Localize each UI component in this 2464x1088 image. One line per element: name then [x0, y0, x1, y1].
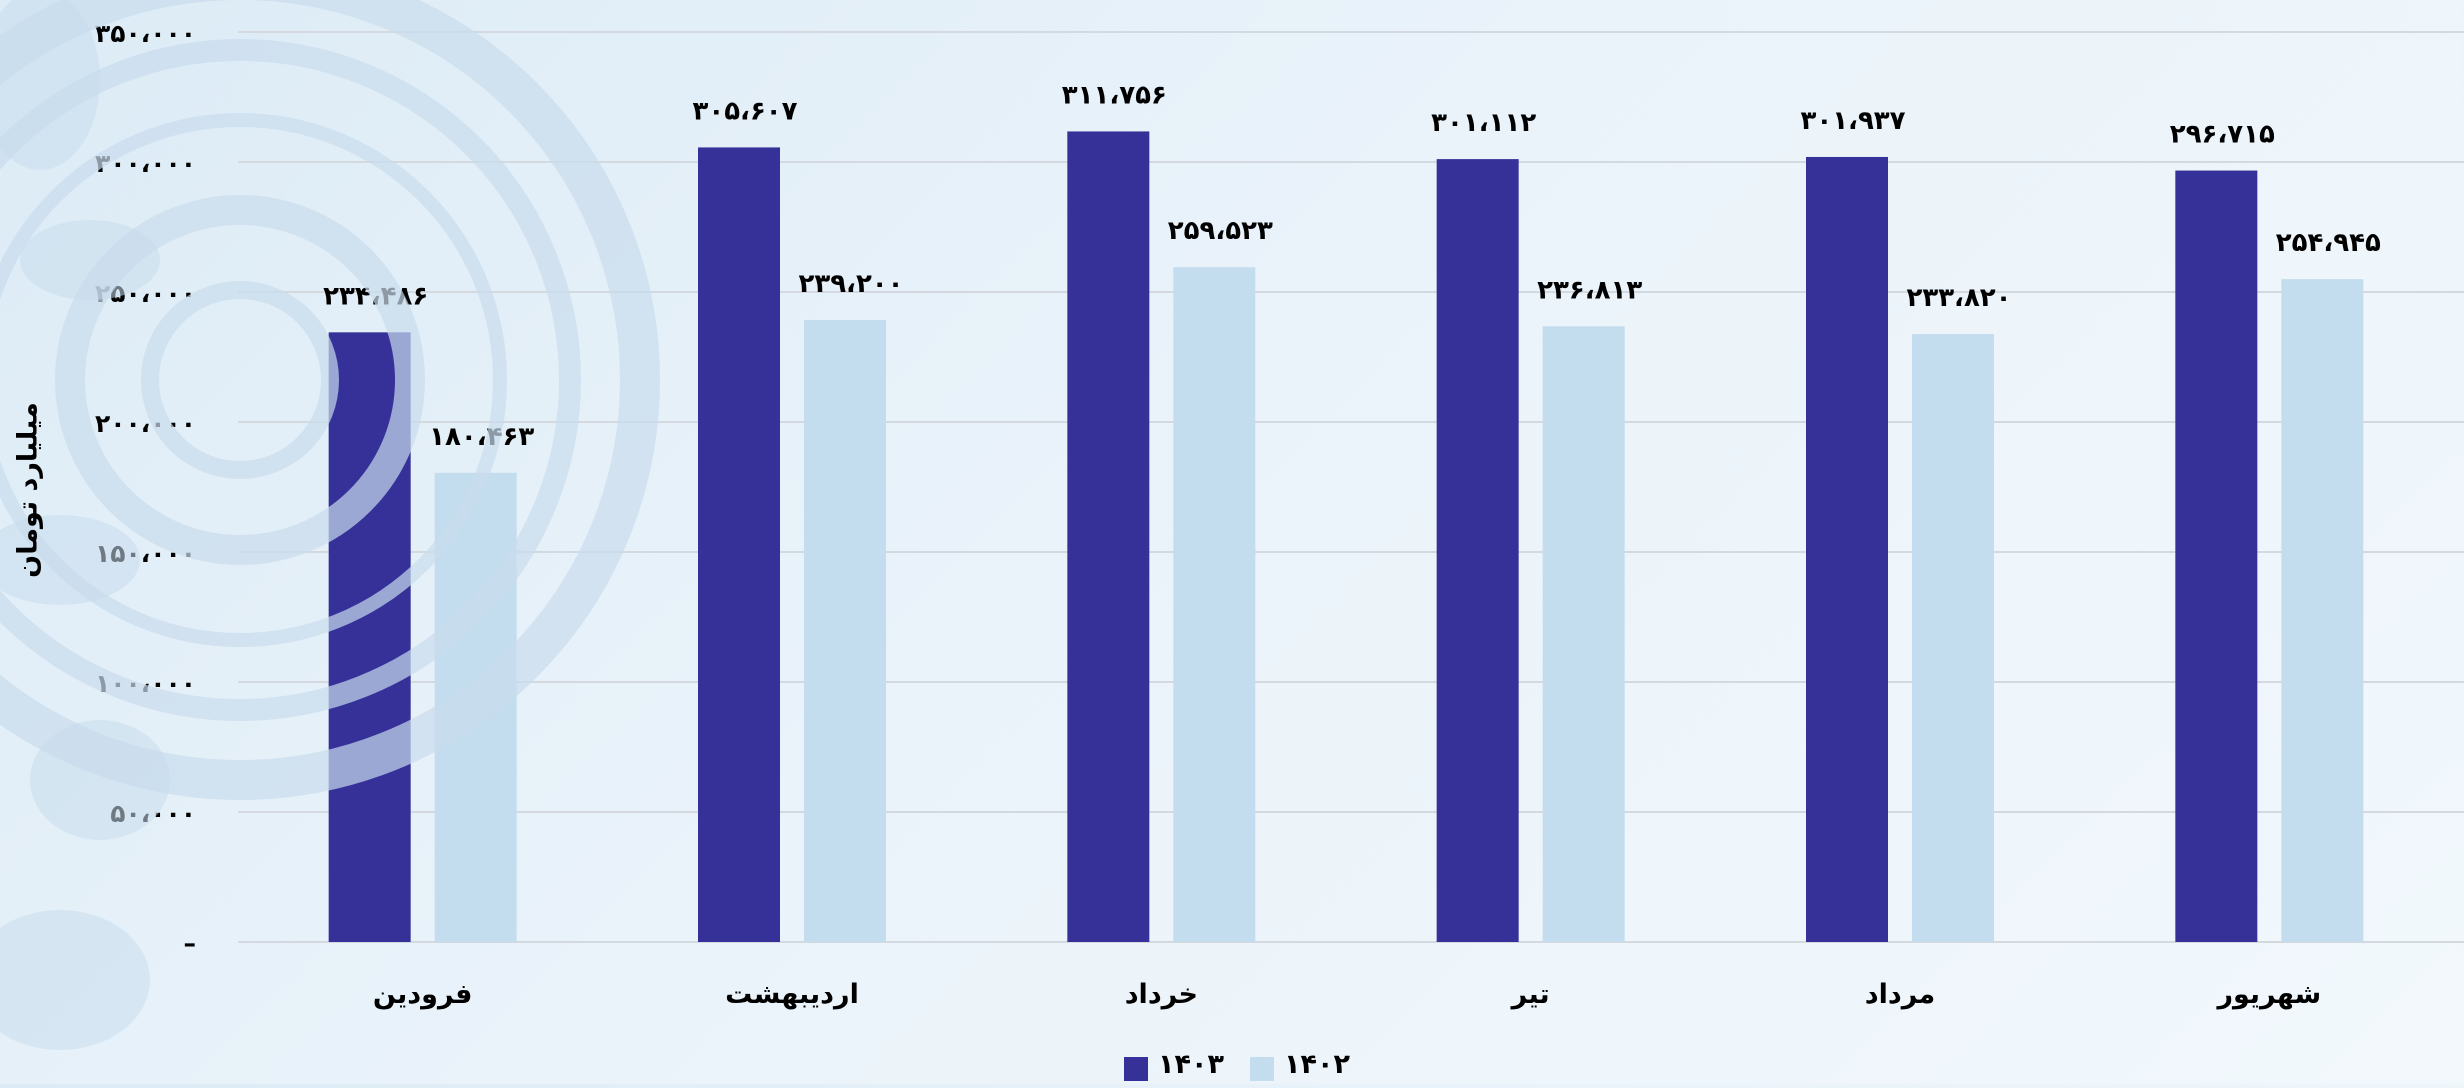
data-label: ۲۳۶،۸۱۳	[1537, 275, 1642, 305]
bar	[1806, 156, 1888, 942]
bar	[2175, 170, 2258, 942]
bar	[1542, 326, 1625, 942]
data-label: ۲۹۶،۷۱۵	[2170, 120, 2275, 150]
legend-swatch	[1124, 1057, 1148, 1081]
x-tick-label: اردیبهشت	[725, 979, 859, 1010]
y-tick-label: ۳۵۰،۰۰۰	[95, 19, 196, 48]
y-tick-label: –	[184, 929, 197, 958]
x-tick-label: تیر	[1510, 979, 1550, 1010]
data-label: ۳۱۱،۷۵۶	[1062, 80, 1167, 110]
x-tick-label: فرودین	[373, 979, 473, 1010]
bar	[1067, 131, 1150, 943]
data-label: ۳۰۱،۹۳۷	[1800, 106, 1905, 136]
bar	[2281, 279, 2364, 942]
bar	[698, 147, 780, 942]
legend-label: ۱۴۰۲	[1284, 1049, 1350, 1080]
bar	[804, 320, 886, 943]
data-label: ۲۵۹،۵۲۳	[1168, 216, 1273, 246]
bar	[1173, 267, 1256, 942]
legend-label: ۱۴۰۳	[1158, 1049, 1224, 1080]
x-tick-label: مرداد	[1865, 979, 1935, 1010]
y-tick-label: ۲۰۰،۰۰۰	[95, 409, 196, 438]
data-label: ۱۸۰،۴۶۳	[429, 422, 534, 452]
data-label: ۲۵۴،۹۴۵	[2276, 228, 2381, 258]
y-axis-label: میلیارد تومان	[12, 402, 44, 578]
legend-swatch	[1250, 1057, 1274, 1081]
x-tick-label: خرداد	[1125, 979, 1198, 1010]
x-tick-label: شهریور	[2215, 979, 2321, 1010]
data-label: ۲۳۳،۸۲۰	[1906, 283, 2011, 313]
data-label: ۳۰۱،۱۱۲	[1431, 108, 1536, 138]
data-label: ۲۳۹،۲۰۰	[798, 269, 903, 299]
bar	[1912, 334, 1994, 942]
data-label: ۳۰۵،۶۰۷	[692, 96, 797, 126]
bar	[1436, 159, 1519, 943]
